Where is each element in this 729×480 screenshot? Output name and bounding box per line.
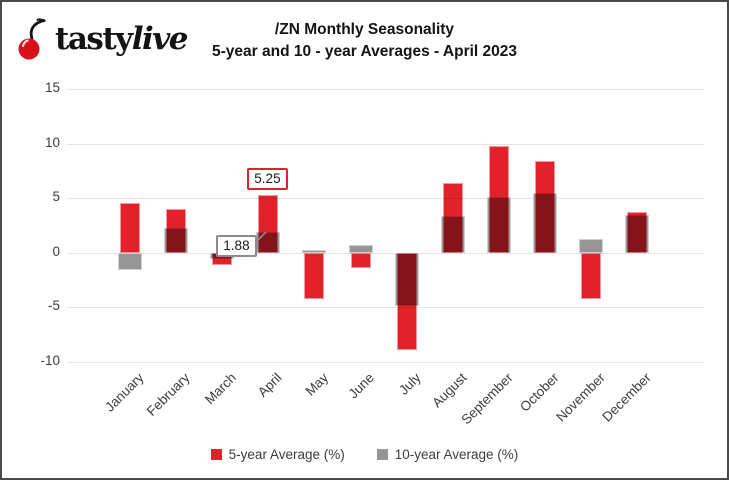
- callout-5.25: 5.25: [247, 168, 288, 191]
- x-axis-label-November: November: [552, 370, 608, 425]
- bar-10yr-January: [118, 252, 142, 271]
- x-axis-label-July: July: [395, 370, 424, 398]
- bar-5yr-December: [627, 212, 648, 253]
- x-axis-label-June: June: [345, 370, 378, 402]
- callout-1.88: 1.88: [216, 235, 257, 258]
- gridline: [67, 362, 704, 363]
- y-axis-label: 0: [52, 243, 60, 259]
- x-axis-label-January: January: [102, 370, 147, 415]
- gridline: [67, 198, 704, 200]
- chart-title: /ZN Monthly Seasonality 5-year and 10 - …: [2, 19, 727, 63]
- x-axis-label-May: May: [302, 370, 332, 399]
- legend-swatch-5yr: [210, 449, 222, 460]
- legend: 5-year Average (%) 10-year Average (%): [2, 447, 727, 462]
- y-axis-label: -5: [47, 298, 60, 314]
- legend-swatch-10yr: [376, 449, 388, 460]
- bar-10yr-November: [579, 238, 603, 253]
- legend-item-10yr: 10-year Average (%): [376, 447, 519, 462]
- tastylive-logo: tastylive: [17, 17, 189, 61]
- gridline: [67, 89, 704, 90]
- bar-5yr-January: [120, 202, 140, 253]
- gridline: [67, 307, 704, 309]
- x-axis-label-February: February: [143, 370, 193, 419]
- bar-5yr-September: [488, 145, 509, 253]
- chart-title-line1: /ZN Monthly Seasonality: [274, 21, 455, 38]
- bar-5yr-November: [581, 252, 601, 299]
- bar-5yr-June: [350, 252, 371, 269]
- x-axis-label-March: March: [201, 370, 239, 408]
- brand-suffix: live: [131, 21, 189, 57]
- bar-5yr-May: [304, 252, 325, 299]
- legend-item-5yr: 5-year Average (%): [210, 447, 345, 462]
- legend-label-10yr: 10-year Average (%): [394, 447, 519, 462]
- x-axis-label-October: October: [516, 370, 562, 415]
- legend-label-5yr: 5-year Average (%): [228, 447, 345, 462]
- plot-area: 5.25 1.88: [67, 89, 704, 363]
- brand-prefix: tasty: [55, 21, 133, 57]
- brand-text: tastylive: [55, 17, 189, 61]
- y-axis-label: -10: [40, 353, 60, 368]
- cherry-icon: [18, 18, 46, 60]
- bar-5yr-October: [534, 161, 555, 253]
- bar-5yr-February: [166, 209, 187, 253]
- bar-5yr-August: [442, 182, 463, 253]
- bar-10yr-May: [302, 249, 327, 253]
- bar-5yr-July: [396, 252, 417, 350]
- x-axis-label-December: December: [599, 370, 654, 425]
- y-axis-label: 15: [44, 80, 60, 95]
- gridline: [67, 143, 704, 145]
- y-axis-label: 5: [52, 189, 60, 205]
- gridline: [67, 252, 704, 254]
- bar-10yr-June: [348, 245, 373, 253]
- chart-title-line2: 5-year and 10 - year Averages - April 20…: [212, 43, 517, 60]
- x-axis-label-April: April: [255, 370, 285, 400]
- x-axis-label-August: August: [428, 370, 470, 411]
- y-axis-label: 10: [44, 134, 60, 150]
- bar-5yr-April: [258, 195, 279, 253]
